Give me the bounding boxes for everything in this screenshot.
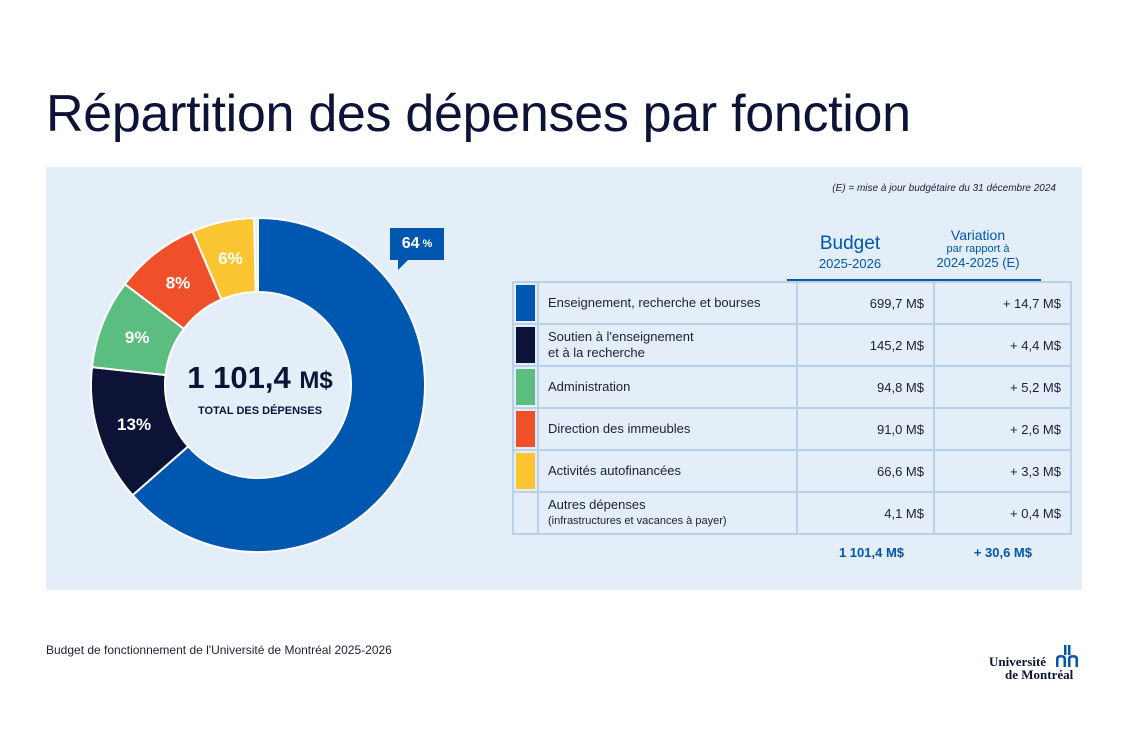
row-budget: 699,7 M$ <box>797 282 934 324</box>
row-budget: 94,8 M$ <box>797 366 934 408</box>
row-label-cell: Enseignement, recherche et bourses <box>538 282 797 324</box>
row-sublabel: (infrastructures et vacances à payer) <box>548 513 796 529</box>
color-swatch <box>516 453 535 489</box>
page-title: Répartition des dépenses par fonction <box>46 84 911 144</box>
table-row: Soutien à l'enseignement et à la recherch… <box>513 324 1071 366</box>
table-row: Autres dépenses (infrastructures et vacan… <box>513 492 1071 534</box>
budget-table: Enseignement, recherche et bourses 699,7 … <box>512 281 1072 535</box>
table-row: Enseignement, recherche et bourses 699,7 … <box>513 282 1071 324</box>
row-variation: + 3,3 M$ <box>934 450 1071 492</box>
callout-badge: 64 % <box>390 228 444 260</box>
center-total-unit: M$ <box>299 367 332 394</box>
footer-text: Budget de fonctionnement de l'Université… <box>46 643 392 657</box>
row-budget: 145,2 M$ <box>797 324 934 366</box>
row-label: Direction des immeubles <box>548 421 796 437</box>
row-label-cell: Activités autofinancées <box>538 450 797 492</box>
row-label: Autres dépenses <box>548 497 796 513</box>
row-label-cell: Soutien à l'enseignement et à la recherch… <box>538 324 797 366</box>
row-color-cell <box>513 492 538 534</box>
slice-label: 6% <box>218 249 243 268</box>
row-variation: + 5,2 M$ <box>934 366 1071 408</box>
center-total: 1 101,4 M$ <box>170 360 350 396</box>
row-label: Soutien à l'enseignement <box>548 329 796 345</box>
row-label-cell: Autres dépenses (infrastructures et vacan… <box>538 492 797 534</box>
budget-header-year: 2025-2026 <box>787 256 913 271</box>
update-note: (E) = mise à jour budgétaire du 31 décem… <box>832 183 1056 194</box>
row-sublabel: et à la recherche <box>548 345 796 361</box>
color-swatch <box>516 495 535 531</box>
table-row: Direction des immeubles 91,0 M$ + 2,6 M$ <box>513 408 1071 450</box>
row-label-cell: Direction des immeubles <box>538 408 797 450</box>
row-color-cell <box>513 324 538 366</box>
row-color-cell <box>513 366 538 408</box>
color-swatch <box>516 327 535 363</box>
logo-emblem-icon <box>1055 645 1079 669</box>
color-swatch <box>516 285 535 321</box>
row-variation: + 4,4 M$ <box>934 324 1071 366</box>
row-variation: + 0,4 M$ <box>934 492 1071 534</box>
callout-sign: % <box>423 238 433 250</box>
color-swatch <box>516 411 535 447</box>
column-header-budget: Budget 2025-2026 <box>787 233 913 271</box>
variation-header-year: 2024-2025 (E) <box>915 255 1041 270</box>
row-color-cell <box>513 450 538 492</box>
row-label-cell: Administration <box>538 366 797 408</box>
row-variation: + 2,6 M$ <box>934 408 1071 450</box>
row-label: Activités autofinancées <box>548 463 796 479</box>
table-row: Activités autofinancées 66,6 M$ + 3,3 M$ <box>513 450 1071 492</box>
donut-slice <box>254 218 258 292</box>
callout-value: 64 <box>402 235 420 253</box>
row-budget: 66,6 M$ <box>797 450 934 492</box>
slice-label: 13% <box>117 415 151 434</box>
center-total-label: TOTAL DES DÉPENSES <box>170 405 350 417</box>
table-row: Administration 94,8 M$ + 5,2 M$ <box>513 366 1071 408</box>
university-logo: Université de Montréal <box>989 645 1081 681</box>
row-color-cell <box>513 282 538 324</box>
budget-header-title: Budget <box>787 233 913 255</box>
chart-panel: (E) = mise à jour budgétaire du 31 décem… <box>46 167 1082 590</box>
row-label: Enseignement, recherche et bourses <box>548 295 796 311</box>
color-swatch <box>516 369 535 405</box>
row-label: Administration <box>548 379 796 395</box>
total-budget: 1 101,4 M$ <box>787 545 904 560</box>
row-color-cell <box>513 408 538 450</box>
variation-header-title: Variation <box>915 227 1041 243</box>
row-budget: 91,0 M$ <box>797 408 934 450</box>
row-variation: + 14,7 M$ <box>934 282 1071 324</box>
slice-label: 8% <box>166 274 191 293</box>
row-budget: 4,1 M$ <box>797 492 934 534</box>
variation-header-sub: par rapport à <box>915 243 1041 255</box>
logo-line-2: de Montréal <box>1005 667 1073 683</box>
column-header-variation: Variation par rapport à 2024-2025 (E) <box>915 227 1041 270</box>
total-variation: + 30,6 M$ <box>915 545 1032 560</box>
slice-label: 9% <box>125 328 150 347</box>
center-total-value: 1 101,4 <box>187 360 290 395</box>
